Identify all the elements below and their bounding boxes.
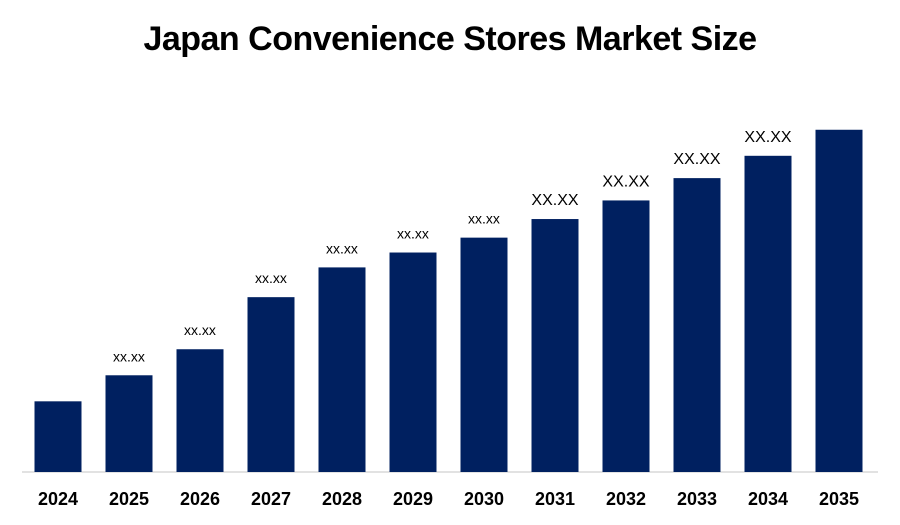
bars-layer <box>34 129 863 473</box>
data-label-2025: xx.xx <box>113 348 145 364</box>
x-tick-label-2025: 2025 <box>109 489 149 509</box>
x-tick-label-2029: 2029 <box>393 489 433 509</box>
x-tick-label-2028: 2028 <box>322 489 362 509</box>
x-tick-label-2026: 2026 <box>180 489 220 509</box>
data-label-2031: XX.XX <box>531 192 578 209</box>
data-label-2034: XX.XX <box>744 129 791 146</box>
bar-2029 <box>389 252 437 472</box>
data-label-2033: XX.XX <box>673 151 720 168</box>
bar-2026 <box>176 349 224 472</box>
bar-2025 <box>105 375 153 472</box>
data-label-2030: xx.xx <box>468 211 500 227</box>
bar-2033 <box>673 178 721 472</box>
chart-title: Japan Convenience Stores Market Size <box>143 20 757 58</box>
bar-2035 <box>815 129 863 472</box>
data-label-2029: xx.xx <box>397 226 429 242</box>
data-label-2032: XX.XX <box>602 173 649 190</box>
bar-2028 <box>318 267 366 472</box>
x-tick-label-2032: 2032 <box>606 489 646 509</box>
x-tick-label-2030: 2030 <box>464 489 504 509</box>
x-tick-label-2027: 2027 <box>251 489 291 509</box>
x-tick-label-2024: 2024 <box>38 489 78 509</box>
data-labels-layer: xx.xx xx.xx xx.xx xx.xx xx.xx xx.xx XX.XX XX.XX… <box>113 129 792 364</box>
bar-2024 <box>34 401 82 472</box>
x-tick-label-2035: 2035 <box>819 489 859 509</box>
bar-2032 <box>602 200 650 472</box>
data-label-2028: xx.xx <box>326 240 358 256</box>
bar-2034 <box>744 155 792 473</box>
bar-2031 <box>531 219 579 472</box>
data-label-2026: xx.xx <box>184 322 216 338</box>
x-tick-label-2033: 2033 <box>677 489 717 509</box>
x-tick-label-2031: 2031 <box>535 489 575 509</box>
data-label-2027: xx.xx <box>255 270 287 286</box>
x-tick-label-2034: 2034 <box>748 489 788 509</box>
x-tick-labels-layer: 2024 2025 2026 2027 2028 2029 2030 2031 2032 2033… <box>38 489 859 509</box>
bar-2030 <box>460 237 508 472</box>
bar-2027 <box>247 297 295 472</box>
